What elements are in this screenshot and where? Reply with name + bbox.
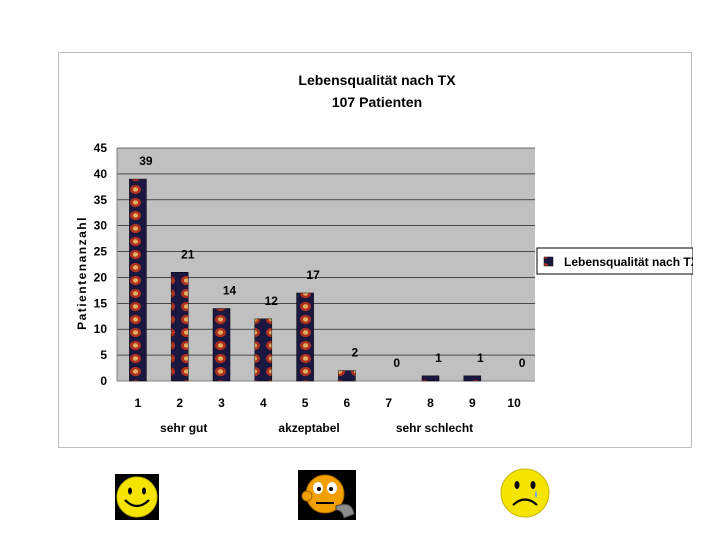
x-tick-label: 9	[469, 396, 476, 410]
x-tick-label: 2	[176, 396, 183, 410]
x-tick-label: 4	[260, 396, 267, 410]
bar	[296, 292, 314, 382]
bar	[212, 308, 231, 382]
bar	[421, 375, 440, 382]
x-tick-label: 7	[385, 396, 392, 410]
chart-legend: Lebensqualität nach TX	[536, 247, 693, 275]
y-axis-label: Patientenanzahl	[75, 216, 89, 330]
data-label: 1	[435, 351, 442, 365]
y-tick-label: 45	[94, 141, 108, 155]
y-tick-label: 20	[94, 270, 108, 284]
category-group-label: sehr gut	[160, 421, 207, 435]
bar	[463, 375, 482, 382]
category-group-label: sehr schlecht	[396, 421, 473, 435]
legend-swatch	[543, 256, 554, 267]
y-tick-label: 5	[100, 348, 107, 362]
legend-entry: Lebensqualität nach TX	[564, 255, 693, 269]
chart-title: Lebensqualität nach TX	[298, 72, 456, 88]
y-tick-label: 10	[94, 322, 108, 336]
y-tick-label: 0	[100, 374, 107, 388]
neutral-face-icon	[298, 470, 356, 525]
data-label: 0	[393, 356, 400, 370]
y-tick-label: 35	[94, 193, 108, 207]
data-label: 39	[139, 154, 153, 168]
x-tick-label: 10	[507, 396, 521, 410]
data-label: 12	[265, 294, 279, 308]
y-tick-label: 40	[94, 167, 108, 181]
x-tick-label: 6	[344, 396, 351, 410]
sad-face-icon	[496, 468, 554, 523]
chart-frame: Lebensqualität nach TX 107 Patienten Pat…	[58, 52, 693, 448]
data-label: 1	[477, 351, 484, 365]
y-tick-label: 25	[94, 245, 108, 259]
data-label: 0	[519, 356, 526, 370]
bar	[129, 178, 147, 382]
happy-face-icon	[115, 474, 159, 525]
data-label: 21	[181, 247, 195, 261]
data-label: 2	[352, 346, 359, 360]
x-tick-label: 1	[135, 396, 142, 410]
x-tick-label: 8	[427, 396, 434, 410]
data-label: 17	[306, 268, 320, 282]
x-tick-label: 3	[218, 396, 225, 410]
bar	[254, 318, 273, 382]
bar	[338, 370, 356, 382]
bar-chart: Lebensqualität nach TX 107 Patienten Pat…	[75, 72, 693, 435]
y-tick-label: 15	[94, 296, 108, 310]
data-label: 14	[223, 284, 237, 298]
category-group-label: akzeptabel	[278, 421, 339, 435]
y-tick-label: 30	[94, 219, 108, 233]
chart-subtitle: 107 Patienten	[332, 94, 422, 110]
x-tick-label: 5	[302, 396, 309, 410]
bar	[170, 272, 189, 382]
